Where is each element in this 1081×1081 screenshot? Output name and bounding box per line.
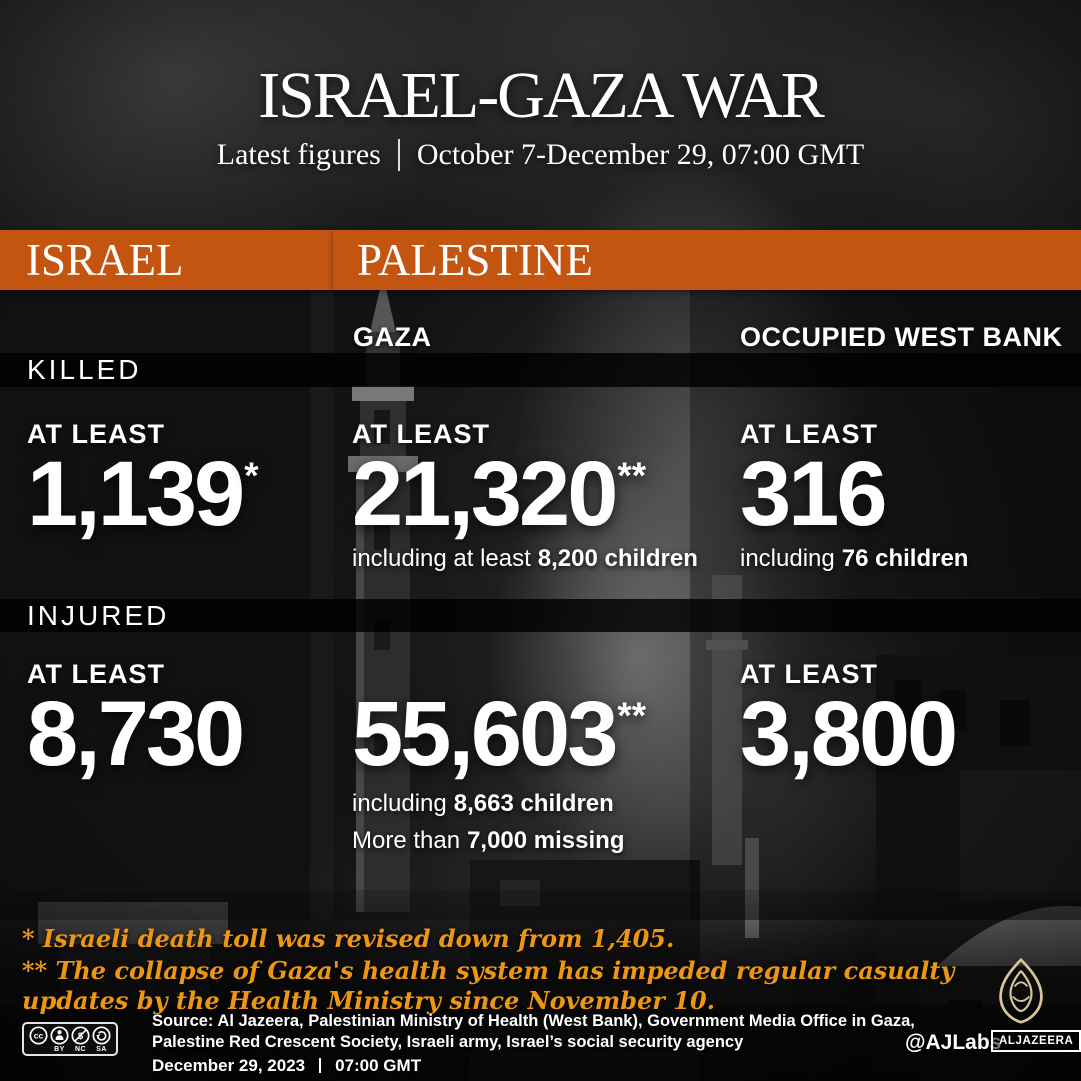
palestine-region-bar: PALESTINE xyxy=(333,230,1081,290)
gaza-missing-detail: More than 7,000 missing xyxy=(352,827,624,855)
publish-time: 07:00 GMT xyxy=(335,1055,422,1075)
nc-no-dollar-icon: $ xyxy=(71,1026,90,1045)
source-line-2: Palestine Red Crescent Society, Israeli … xyxy=(152,1032,744,1051)
aljazeera-wordmark: ALJAZEERA xyxy=(991,1030,1081,1052)
gaza-killed-note-mark: ** xyxy=(617,454,647,496)
subtitle: Latest figures October 7-December 29, 07:… xyxy=(0,138,1081,172)
source-line-1: Source: Al Jazeera, Palestinian Ministry… xyxy=(152,1012,915,1030)
footnote-israel-revision: * Israeli death toll was revised down fr… xyxy=(22,924,675,953)
gaza-column-header: GAZA xyxy=(353,322,432,352)
gaza-killed-detail-bold: 8,200 children xyxy=(537,545,698,572)
killed-section-band: KILLED xyxy=(0,353,1081,387)
creative-commons-badge: cc BY $ NC SA xyxy=(22,1022,118,1056)
footnote-gaza-health-system: ** The collapse of Gaza's health system … xyxy=(22,956,955,1015)
cc-icon: cc xyxy=(29,1026,48,1045)
cc-nc-group: $ NC xyxy=(71,1026,90,1053)
westbank-killed-value: 316 xyxy=(740,448,887,540)
westbank-killed-qualifier: AT LEAST xyxy=(740,419,878,449)
gaza-injured-note-mark: ** xyxy=(617,694,647,736)
gaza-killed-qualifier: AT LEAST xyxy=(352,419,490,449)
westbank-column-header: OCCUPIED WEST BANK xyxy=(740,322,1063,352)
subtitle-divider xyxy=(397,139,400,171)
westbank-injured-number: 3,800 xyxy=(740,683,958,785)
westbank-killed-detail-bold: 76 children xyxy=(841,545,969,572)
by-person-icon xyxy=(50,1026,69,1045)
svg-text:cc: cc xyxy=(34,1031,44,1041)
gaza-injured-children-detail: including 8,663 children xyxy=(352,790,614,818)
gaza-killed-detail-text: including at least xyxy=(352,545,531,572)
svg-text:$: $ xyxy=(78,1031,84,1042)
injured-section-label: INJURED xyxy=(27,599,170,631)
westbank-killed-number: 316 xyxy=(740,443,887,545)
cc-by-group: BY xyxy=(50,1026,69,1053)
israel-region-label: ISRAEL xyxy=(26,235,184,285)
subtitle-date-range: October 7-December 29, 07:00 GMT xyxy=(416,138,865,171)
israel-killed-number: 1,139 xyxy=(27,443,245,545)
injured-section-band: INJURED xyxy=(0,599,1081,632)
israel-injured-qualifier: AT LEAST xyxy=(27,659,165,689)
gaza-missing-detail-bold: 7,000 missing xyxy=(467,827,625,854)
date-time-divider xyxy=(319,1057,322,1073)
gaza-injured-number: 55,603 xyxy=(352,683,618,785)
gaza-injured-value: 55,603** xyxy=(352,688,647,780)
palestine-region-label: PALESTINE xyxy=(357,235,593,285)
sa-share-alike-icon xyxy=(92,1026,111,1045)
israel-killed-qualifier: AT LEAST xyxy=(27,419,165,449)
westbank-injured-value: 3,800 xyxy=(740,688,958,780)
killed-section-label: KILLED xyxy=(27,354,142,385)
ajlabs-handle: @AJLabs xyxy=(905,1031,1002,1054)
bottom-shade xyxy=(0,890,1081,1081)
subtitle-left: Latest figures xyxy=(216,138,381,171)
page-title: ISRAEL-GAZA WAR xyxy=(258,59,825,132)
israel-region-bar: ISRAEL xyxy=(0,230,336,290)
gaza-missing-detail-text: More than xyxy=(352,827,461,854)
gaza-injured-detail-bold: 8,663 children xyxy=(453,790,614,817)
gaza-killed-children-detail: including at least 8,200 children xyxy=(352,545,698,573)
westbank-injured-qualifier: AT LEAST xyxy=(740,659,878,689)
date-time-row: December 29, 2023 07:00 GMT xyxy=(152,1055,915,1076)
aljazeera-flame-logo-icon xyxy=(999,958,1043,1024)
israel-injured-value: 8,730 xyxy=(27,688,245,780)
cc-sa-group: SA xyxy=(92,1026,111,1053)
westbank-killed-detail-text: including xyxy=(740,545,835,572)
gaza-injured-detail-text: including xyxy=(352,790,447,817)
cc-nc-label: NC xyxy=(74,1046,87,1053)
israel-killed-note-mark: * xyxy=(244,454,259,496)
source-block: Source: Al Jazeera, Palestinian Ministry… xyxy=(152,1011,915,1076)
westbank-killed-children-detail: including 76 children xyxy=(740,545,968,573)
gaza-killed-number: 21,320 xyxy=(352,443,618,545)
cc-sa-label: SA xyxy=(96,1046,107,1053)
israel-killed-value: 1,139* xyxy=(27,448,259,540)
israel-injured-number: 8,730 xyxy=(27,683,245,785)
publish-date: December 29, 2023 xyxy=(152,1055,306,1075)
gaza-killed-value: 21,320** xyxy=(352,448,647,540)
cc-by-label: BY xyxy=(54,1046,65,1053)
